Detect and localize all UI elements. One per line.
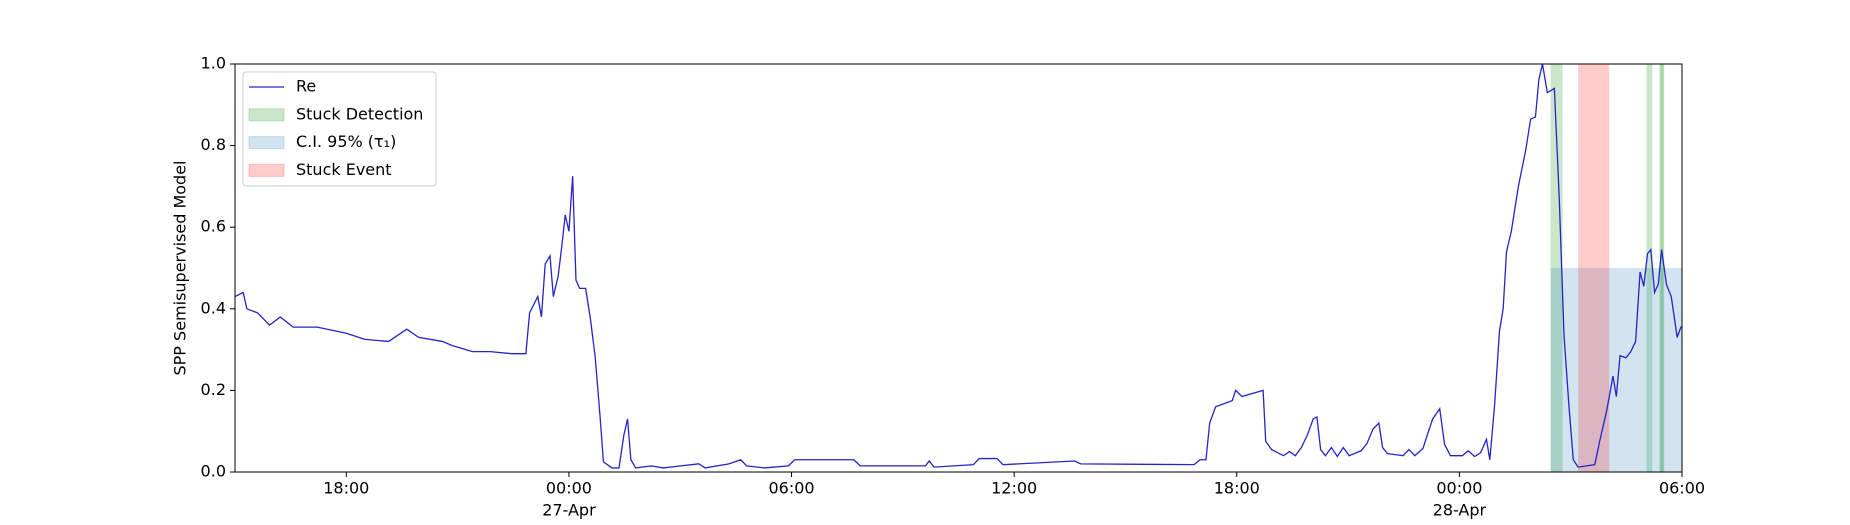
legend-label: Re xyxy=(296,77,316,96)
data-line xyxy=(234,63,1682,469)
x-tick-label: 06:00 xyxy=(768,479,814,498)
legend-label: Stuck Detection xyxy=(296,104,423,123)
x-tick-label: 12:00 xyxy=(991,479,1037,498)
x-tick-date: 28-Apr xyxy=(1433,501,1487,520)
x-tick-label: 06:00 xyxy=(1659,479,1705,498)
y-tick-label: 0.4 xyxy=(201,298,226,317)
legend-box xyxy=(242,71,437,187)
shaded-region xyxy=(1646,64,1653,472)
shaded-region xyxy=(1578,64,1610,472)
x-tick-year: 1900 xyxy=(549,523,590,525)
legend-label: Stuck Event xyxy=(296,160,392,179)
y-tick-label: 0.2 xyxy=(201,380,226,399)
x-tick-label: 18:00 xyxy=(323,479,369,498)
y-tick-label: 1.0 xyxy=(201,54,226,73)
legend: Re Stuck Detection C.I. 95% (τ₁) Stuck Even… xyxy=(242,71,437,187)
shaded-region xyxy=(1550,268,1682,472)
shaded-region xyxy=(1550,64,1563,472)
y-tick-label: 0.6 xyxy=(201,217,226,236)
y-axis-label: SPP Semisupervised Model xyxy=(171,161,190,376)
legend-patch xyxy=(248,108,285,122)
axes-frame xyxy=(234,63,1683,473)
legend-label: C.I. 95% (τ₁) xyxy=(296,132,396,151)
legend-patch xyxy=(248,136,285,150)
x-tick-label: 00:00 xyxy=(1436,479,1482,498)
y-tick-label: 0.8 xyxy=(201,135,226,154)
legend-patch xyxy=(248,163,285,177)
shaded-region xyxy=(1660,64,1664,472)
y-tick-label: 0.0 xyxy=(201,462,226,481)
x-tick-label: 00:00 xyxy=(546,479,592,498)
x-tick-date: 27-Apr xyxy=(542,501,596,520)
x-tick-label: 18:00 xyxy=(1214,479,1260,498)
shaded-region xyxy=(1659,64,1665,472)
